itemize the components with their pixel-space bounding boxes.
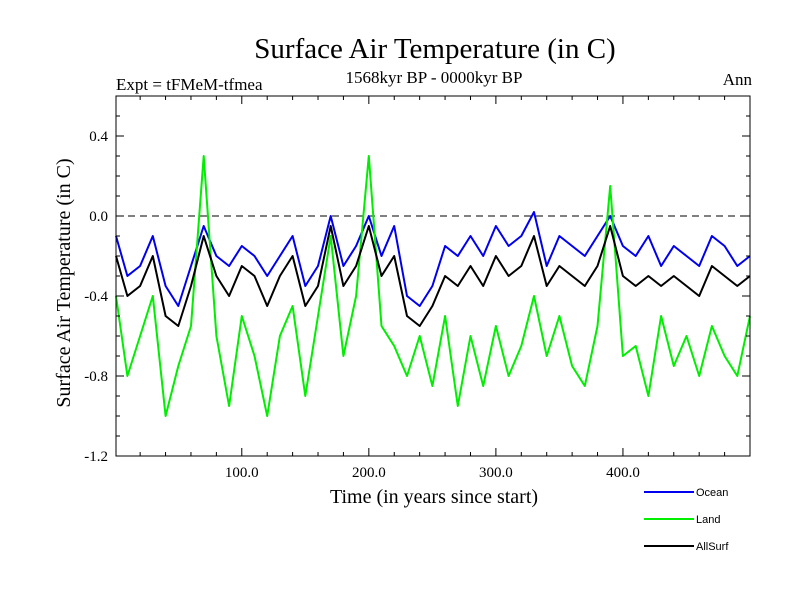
y-tick-label: 0.0: [89, 209, 108, 225]
axes-layer: -1.2 -0.8 -0.4 0.0 0.4 100.0 200.0 300.0 400.0: [84, 95, 751, 481]
legend-label-allsurf: AllSurf: [696, 541, 729, 553]
x-tick-label: 400.0: [606, 465, 640, 481]
y-tick-label: 0.4: [89, 129, 108, 145]
y-tick-label: -1.2: [84, 449, 108, 465]
plot-frame: [115, 95, 751, 457]
y-tick-label: -0.4: [84, 289, 108, 305]
x-tick-label: 300.0: [479, 465, 513, 481]
experiment-label: Expt = tFMeM-tfmea: [116, 75, 263, 94]
series-line-allsurf: [115, 225, 751, 327]
season-label: Ann: [723, 70, 753, 89]
series-layer: [115, 155, 751, 417]
chart-title: Surface Air Temperature (in C): [254, 33, 615, 65]
x-axis-label: Time (in years since start): [330, 486, 538, 508]
time-range-label: 1568kyr BP - 0000kyr BP: [346, 68, 523, 87]
series-line-land: [115, 155, 751, 417]
legend-label-ocean: Ocean: [696, 487, 728, 499]
series-line-ocean: [115, 211, 751, 307]
y-tick-label: -0.8: [84, 369, 108, 385]
y-axis-label: Surface Air Temperature (in C): [53, 158, 75, 407]
x-tick-label: 100.0: [225, 465, 259, 481]
legend-label-land: Land: [696, 514, 720, 526]
x-tick-label: 200.0: [352, 465, 386, 481]
legend: Ocean Land AllSurf: [644, 487, 729, 553]
